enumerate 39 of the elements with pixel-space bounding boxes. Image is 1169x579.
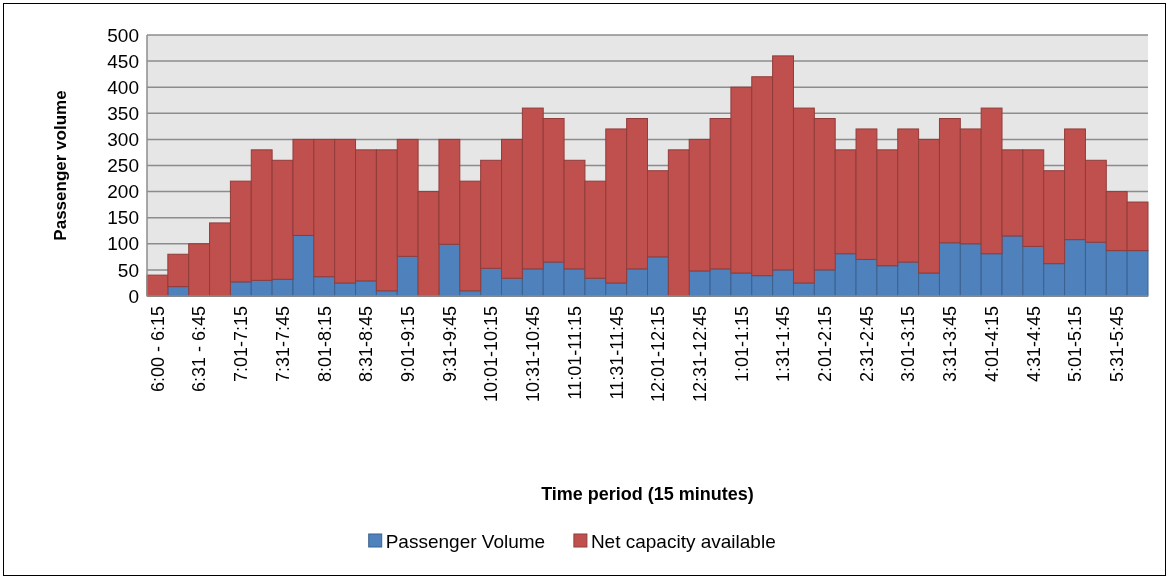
y-tick-label: 400 xyxy=(107,76,139,98)
x-tick-label: 9:31-9:45 xyxy=(439,306,460,383)
x-tick-label: 1:01-1:15 xyxy=(731,306,752,383)
x-tick-label: 12:31-12:45 xyxy=(689,306,710,403)
x-tick-label: 4:31-4:45 xyxy=(1023,306,1044,383)
x-tick-label: 7:01-7:15 xyxy=(231,306,252,383)
x-tick-label: 12:01-12:15 xyxy=(648,306,669,403)
y-tick-label: 150 xyxy=(107,207,139,229)
y-tick-label: 450 xyxy=(107,50,139,72)
x-tick-label: 8:01-8:15 xyxy=(314,306,335,383)
x-tick-label: 11:31-11:45 xyxy=(606,306,627,400)
y-tick-label: 350 xyxy=(107,102,139,124)
x-tick-label: 6:31 - 6:45 xyxy=(189,306,210,393)
x-tick-label: 2:31-2:45 xyxy=(856,306,877,383)
x-tick-label: 8:31-8:45 xyxy=(356,306,377,383)
y-tick-label: 300 xyxy=(107,129,139,151)
x-tick-label: 11:01-11:15 xyxy=(564,306,585,400)
x-tick-label: 5:31-5:45 xyxy=(1107,306,1128,383)
x-tick-label: 10:31-10:45 xyxy=(523,306,544,403)
x-tick-label: 9:01-9:15 xyxy=(397,306,418,383)
x-tick-label: 4:01-4:15 xyxy=(981,306,1002,383)
x-tick-label: 3:31-3:45 xyxy=(940,306,961,383)
x-tick-label: 6:00 - 6:15 xyxy=(147,306,168,393)
y-tick-label: 200 xyxy=(107,181,139,203)
x-tick-label: 5:01-5:15 xyxy=(1065,306,1086,383)
y-tick-label: 100 xyxy=(107,233,139,255)
y-tick-label: 50 xyxy=(117,259,139,281)
x-tick-label: 2:01-2:15 xyxy=(815,306,836,383)
x-tick-label: 10:01-10:15 xyxy=(481,306,502,403)
y-tick-label: 250 xyxy=(107,155,139,177)
x-tick-label: 1:31-1:45 xyxy=(773,306,794,383)
legend-label: Net capacity available xyxy=(590,530,776,552)
y-tick-label: 0 xyxy=(128,285,139,307)
x-axis-title: Time period (15 minutes) xyxy=(541,484,754,504)
legend-label: Passenger Volume xyxy=(385,530,546,552)
x-tick-label: 3:01-3:15 xyxy=(898,306,919,383)
x-tick-label: 7:31-7:45 xyxy=(272,306,293,383)
y-tick-label: 500 xyxy=(107,24,139,46)
y-axis-title: Passenger volume xyxy=(51,90,70,241)
